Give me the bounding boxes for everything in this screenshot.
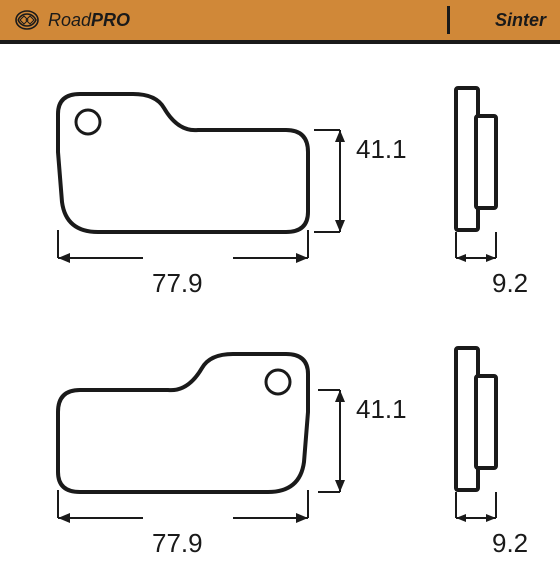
pad-group-bottom: 41.1 77.9 9.2: [0, 314, 560, 564]
pad-face-top: [38, 74, 318, 244]
header-divider: [447, 6, 450, 34]
dim-height-bottom: 41.1: [356, 394, 407, 425]
dim-width-line-top: [38, 230, 318, 270]
header-bar: RoadPRO Sinter: [0, 0, 560, 40]
diagram-area: 41.1 77.9 9.2: [0, 44, 560, 560]
dim-thick-line-top: [450, 238, 510, 270]
product-type: Sinter: [495, 10, 546, 31]
dim-height-line-bottom: [318, 334, 348, 514]
dim-thick-line-bottom: [450, 498, 510, 530]
dim-height-top: 41.1: [356, 134, 407, 165]
header-left: RoadPRO: [14, 9, 130, 31]
pad-side-bottom: [450, 342, 510, 502]
dim-thick-bottom: 9.2: [492, 528, 528, 559]
brand-name: RoadPRO: [48, 10, 130, 31]
dim-thick-top: 9.2: [492, 268, 528, 299]
brand-suffix: PRO: [91, 10, 130, 30]
brand-prefix: Road: [48, 10, 91, 30]
dim-height-line-top: [318, 74, 348, 254]
dim-width-bottom: 77.9: [152, 528, 203, 559]
dim-width-line-bottom: [38, 490, 318, 530]
brand-logo-icon: [14, 9, 40, 31]
dim-width-top: 77.9: [152, 268, 203, 299]
pad-group-top: 41.1 77.9 9.2: [0, 54, 560, 304]
pad-face-bottom: [38, 334, 318, 504]
pad-side-top: [450, 82, 510, 242]
